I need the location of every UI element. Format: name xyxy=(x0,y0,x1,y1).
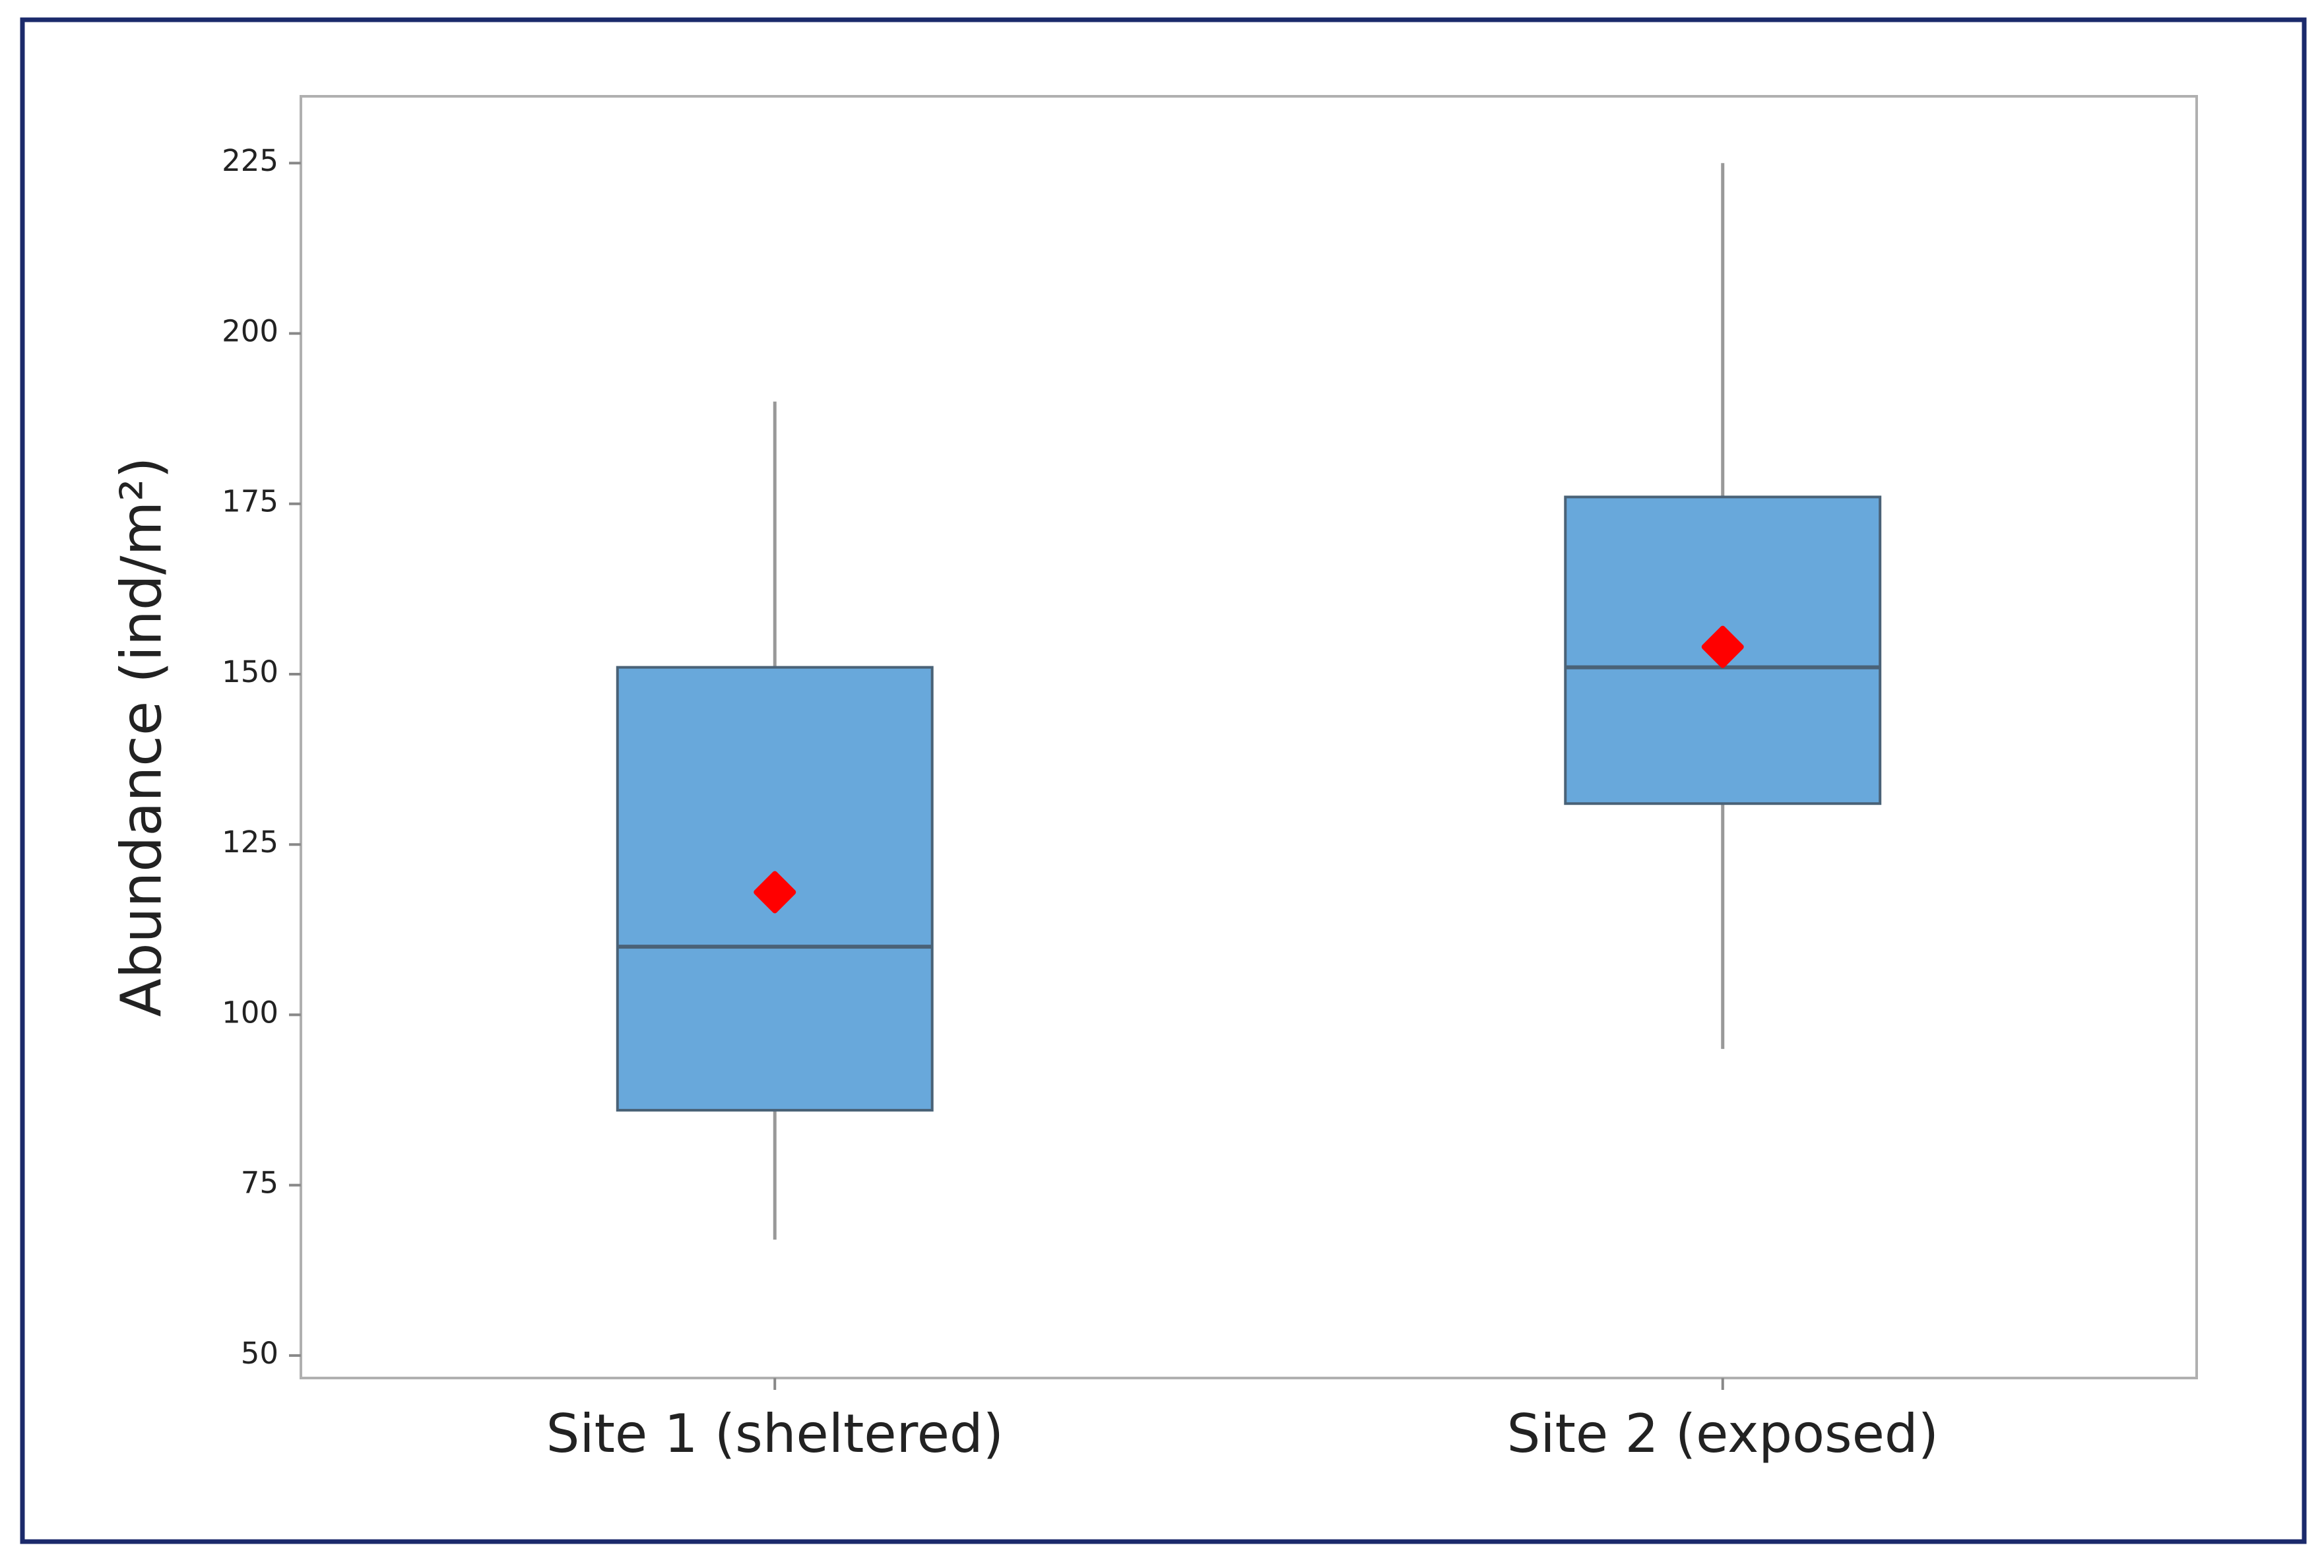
box xyxy=(1564,495,1882,805)
y-axis-label: Abundance (ind/m²) xyxy=(109,456,174,1017)
y-tick-label: 225 xyxy=(222,143,278,178)
mean-marker xyxy=(754,871,796,914)
mean-marker xyxy=(1701,625,1744,668)
y-tick-label: 100 xyxy=(222,995,278,1030)
y-tick-label: 150 xyxy=(222,654,278,689)
y-tick-label: 175 xyxy=(222,484,278,519)
y-tick-label: 125 xyxy=(222,825,278,860)
y-tick-label: 200 xyxy=(222,313,278,348)
x-tick-label: Site 2 (exposed) xyxy=(1507,1403,1939,1464)
x-tick-label: Site 1 (sheltered) xyxy=(546,1403,1004,1464)
y-tick-label: 75 xyxy=(241,1166,278,1201)
y-tick-label: 50 xyxy=(241,1336,278,1371)
plot-area xyxy=(300,95,2198,1379)
